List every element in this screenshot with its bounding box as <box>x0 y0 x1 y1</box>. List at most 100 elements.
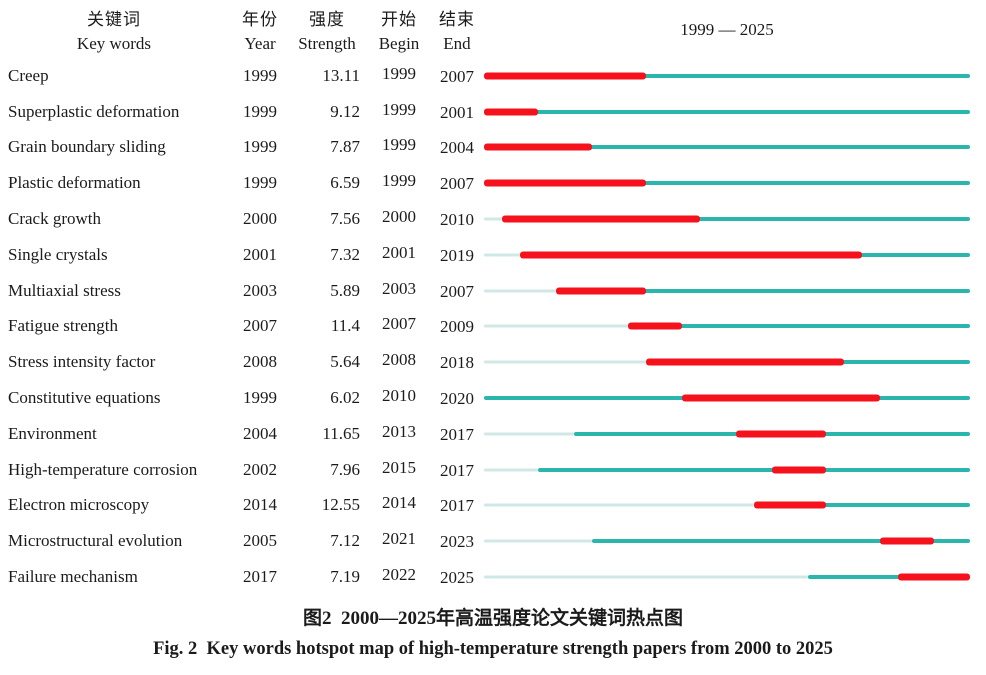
table-row: Multiaxial stress 2003 5.89 2003 2007 <box>0 273 986 309</box>
begin-value: 2015 <box>382 457 416 477</box>
year-value: 1999 <box>243 137 277 157</box>
timeline-bar <box>484 358 970 367</box>
timeline-cell <box>478 559 986 595</box>
keyword-label: Single crystals <box>8 244 108 264</box>
column-header-year-en: Year <box>244 34 276 53</box>
keyword-label: High-temperature corrosion <box>8 459 198 479</box>
column-header-begin-zh: 开始 <box>381 10 417 29</box>
timeline-cell <box>478 273 986 309</box>
active-period-segment <box>484 73 970 78</box>
timeline-bar <box>484 322 970 331</box>
table-row: Fatigue strength 2007 11.4 2007 2009 <box>0 309 986 345</box>
table-row: Plastic deformation 1999 6.59 1999 2007 <box>0 165 986 201</box>
burst-segment <box>484 179 646 187</box>
strength-value: 7.12 <box>330 531 360 551</box>
keyword-label: Grain boundary sliding <box>8 137 166 157</box>
strength-value: 12.55 <box>321 495 360 515</box>
keyword-label: Electron microscopy <box>8 495 150 515</box>
column-header-begin: 开始 Begin <box>362 8 436 56</box>
end-value: 2007 <box>440 66 474 86</box>
timeline-bar <box>484 394 970 403</box>
column-header-strength-zh: 强度 <box>309 10 345 29</box>
end-value: 2010 <box>440 210 474 230</box>
timeline-bar <box>484 286 970 295</box>
begin-value: 2000 <box>382 207 416 227</box>
active-period-segment <box>484 109 970 114</box>
begin-value: 2008 <box>382 350 416 370</box>
timeline-cell <box>478 452 986 488</box>
burst-segment <box>555 287 646 295</box>
burst-segment <box>898 573 970 581</box>
pre-appearance-segment <box>484 360 646 364</box>
active-period-segment <box>484 181 970 186</box>
end-value: 2023 <box>440 532 474 552</box>
active-period-segment <box>501 217 970 222</box>
burst-segment <box>484 143 592 151</box>
year-value: 2003 <box>243 280 277 300</box>
end-value: 2019 <box>440 245 474 265</box>
keyword-label: Environment <box>8 423 97 443</box>
table-row: Creep 1999 13.11 1999 2007 <box>0 58 986 94</box>
year-value: 1999 <box>243 388 277 408</box>
table-row: Grain boundary sliding 1999 7.87 1999 2004 <box>0 130 986 166</box>
active-period-segment <box>537 467 970 472</box>
begin-value: 2014 <box>382 493 416 513</box>
table-row: Crack growth 2000 7.56 2000 2010 <box>0 201 986 237</box>
burst-segment <box>772 466 826 474</box>
strength-value: 5.64 <box>330 352 360 372</box>
table-row: Electron microscopy 2014 12.55 2014 2017 <box>0 488 986 524</box>
year-value: 2001 <box>243 244 277 264</box>
pre-appearance-segment <box>484 289 556 293</box>
table-row: Single crystals 2001 7.32 2001 2019 <box>0 237 986 273</box>
column-header-end-en: End <box>443 34 471 53</box>
column-header-keywords-zh: 关键词 <box>87 10 141 29</box>
table-row: High-temperature corrosion 2002 7.96 2015 20… <box>0 452 986 488</box>
keyword-label: Fatigue strength <box>8 316 119 336</box>
burst-segment <box>519 251 862 259</box>
table-row: Constitutive equations 1999 6.02 2010 2020 <box>0 380 986 416</box>
keyword-label: Stress intensity factor <box>8 352 156 372</box>
end-value: 2018 <box>440 353 474 373</box>
burst-segment <box>484 108 538 116</box>
year-value: 2014 <box>243 495 277 515</box>
strength-value: 11.65 <box>322 423 360 443</box>
column-header-keywords: 关键词 Key words <box>0 8 228 56</box>
timeline-header: 1999 — 2025 <box>478 8 986 56</box>
burst-segment <box>645 358 844 366</box>
year-value: 2000 <box>243 209 277 229</box>
timeline-cell <box>478 130 986 166</box>
begin-value: 2003 <box>382 278 416 298</box>
table-row: Stress intensity factor 2008 5.64 2008 2018 <box>0 344 986 380</box>
year-value: 2004 <box>243 423 277 443</box>
keyword-label: Superplastic deformation <box>8 101 180 121</box>
timeline-cell <box>478 344 986 380</box>
burst-segment <box>627 322 682 330</box>
year-value: 2017 <box>243 567 277 587</box>
timeline-cell <box>478 201 986 237</box>
timeline-cell <box>478 488 986 524</box>
strength-value: 5.89 <box>330 280 360 300</box>
table-header: 关键词 Key words 年份 Year 强度 Strength 开始 Beg… <box>0 0 986 58</box>
pre-appearance-segment <box>484 539 592 543</box>
begin-value: 2013 <box>382 421 416 441</box>
begin-value: 2010 <box>382 386 416 406</box>
active-period-segment <box>591 539 970 544</box>
pre-appearance-segment <box>484 253 520 257</box>
timeline-cell <box>478 165 986 201</box>
year-value: 1999 <box>243 173 277 193</box>
active-period-segment <box>754 503 970 508</box>
begin-value: 2007 <box>382 314 416 334</box>
keyword-label: Creep <box>8 65 49 85</box>
timeline-bar <box>484 107 970 116</box>
timeline-cell <box>478 237 986 273</box>
active-period-segment <box>627 324 970 329</box>
column-header-strength: 强度 Strength <box>292 8 362 56</box>
strength-value: 11.4 <box>330 316 360 336</box>
begin-value: 1999 <box>382 63 416 83</box>
strength-value: 7.56 <box>330 209 360 229</box>
end-value: 2007 <box>440 174 474 194</box>
year-value: 2002 <box>243 459 277 479</box>
timeline-bar <box>484 429 970 438</box>
timeline-cell <box>478 416 986 452</box>
